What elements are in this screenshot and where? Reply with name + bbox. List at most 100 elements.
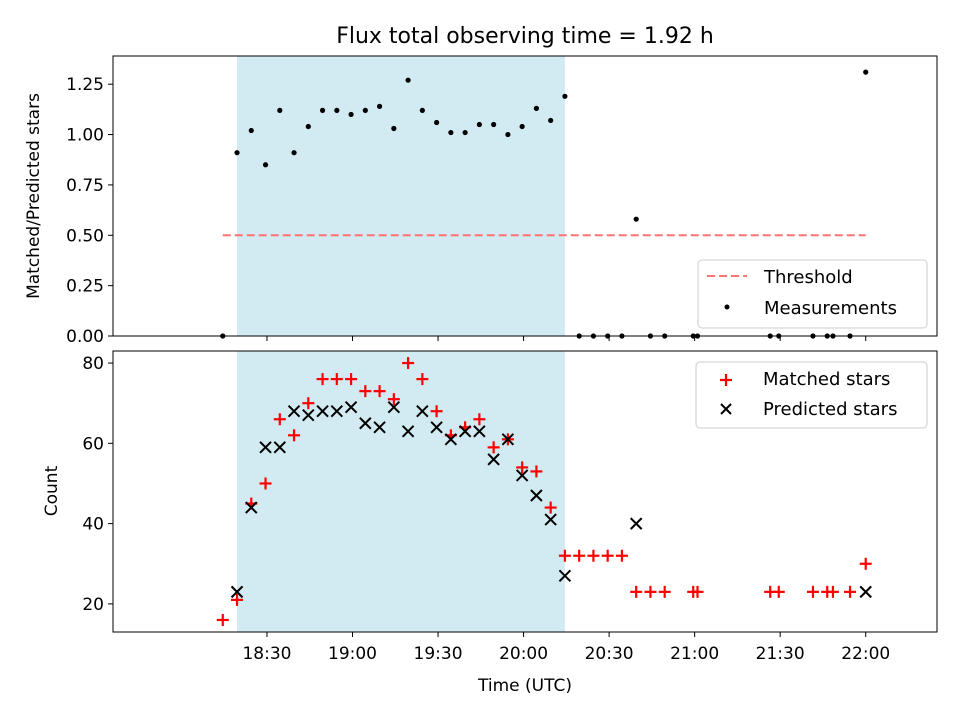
predicted-star-point <box>430 421 443 434</box>
legend-measurements-label: Measurements <box>764 298 897 319</box>
bottom-observing-span <box>237 351 565 632</box>
matched-star-point <box>630 585 643 598</box>
bottom-y-tick-label: 40 <box>82 515 104 535</box>
predicted-star-point <box>473 425 486 438</box>
matched-star-point <box>516 461 529 474</box>
predicted-star-point <box>373 421 386 434</box>
measurement-point <box>248 127 254 134</box>
measurement-point <box>348 111 354 118</box>
measurement-point <box>505 131 511 138</box>
measurement-point <box>519 123 525 130</box>
x-tick-label: 22:00 <box>841 644 890 664</box>
measurement-point <box>277 107 283 113</box>
top-y-tick-label: 0.00 <box>66 327 104 347</box>
legend-predicted-swatch <box>720 403 732 415</box>
matched-star-point <box>259 477 272 490</box>
bottom-panel: 20 40 60 80 18:30 19:00 19:30 20:00 20:30 21:00 2… <box>42 350 938 696</box>
predicted-star-point <box>458 425 472 438</box>
top-observing-span <box>237 56 565 336</box>
top-y-tick-label: 1.25 <box>66 75 104 95</box>
measurement-point <box>476 121 482 128</box>
measurement-point <box>562 93 568 99</box>
bottom-x-axis: 18:30 19:00 19:30 20:00 20:30 21:00 21:30 22:00 <box>242 632 890 664</box>
matched-star-point <box>601 549 614 562</box>
matched-star-point <box>416 373 429 386</box>
x-tick-label: 20:30 <box>585 644 634 664</box>
matched-star-point <box>359 385 372 398</box>
top-y-tick-label: 0.25 <box>66 277 104 297</box>
matched-star-point <box>231 593 244 606</box>
matched-star-point <box>430 405 443 418</box>
matched-star-point <box>615 549 628 562</box>
predicted-star-point <box>387 400 401 414</box>
predicted-star-point <box>487 453 500 466</box>
predicted-star-point <box>344 400 358 414</box>
measurement-point <box>419 107 425 113</box>
predicted-star-point <box>629 517 643 530</box>
x-tick-label: 19:00 <box>328 644 377 664</box>
top-legend: Threshold Measurements <box>697 259 928 329</box>
matched-star-point <box>644 585 657 598</box>
top-axes-frame <box>112 55 938 337</box>
matched-star-point <box>658 585 671 598</box>
bottom-y-tick-label: 20 <box>82 595 104 615</box>
matched-star-point <box>558 549 571 562</box>
x-tick-label: 21:30 <box>756 644 805 664</box>
predicted-star-point <box>359 417 372 430</box>
x-tick-label: 18:30 <box>242 644 291 664</box>
predicted-star-point <box>330 405 344 418</box>
matched-star-point <box>844 585 857 598</box>
predicted-star-point <box>530 489 543 502</box>
predicted-star-point <box>273 441 287 454</box>
top-y-tick-label: 1.00 <box>66 126 104 146</box>
predicted-star-point <box>444 433 458 446</box>
matched-star-point <box>530 465 543 478</box>
measurement-point <box>362 107 368 113</box>
measurement-point <box>533 105 540 111</box>
measurement-point <box>405 77 411 83</box>
matched-star-point <box>573 549 586 562</box>
measurement-point <box>234 150 240 156</box>
matched-star-point <box>345 373 358 386</box>
measurement-points <box>220 69 869 339</box>
measurement-point <box>633 216 639 222</box>
matched-star-point <box>387 393 400 406</box>
matched-star-point <box>473 413 486 426</box>
predicted-star-point <box>558 569 572 583</box>
measurement-point <box>319 107 326 113</box>
matched-star-point <box>859 557 872 570</box>
bottom-y-axis-label: Count <box>42 465 62 516</box>
matched-star-point <box>806 585 819 598</box>
legend-predicted-label: Predicted stars <box>763 399 897 420</box>
top-x-axis <box>266 336 867 341</box>
count-points <box>216 357 872 626</box>
top-panel: 0.00 0.25 0.50 0.75 1.00 1.25 Matched/Predict… <box>24 55 938 347</box>
measurement-point <box>334 107 340 113</box>
matched-star-point <box>302 397 315 410</box>
predicted-star-point <box>416 405 429 418</box>
matched-star-point <box>826 585 839 598</box>
measurement-point <box>376 103 383 109</box>
matched-star-point <box>691 585 704 598</box>
measurement-point <box>863 69 869 75</box>
matched-star-point <box>544 501 557 514</box>
x-tick-label: 21:00 <box>670 644 719 664</box>
matched-star-point <box>288 429 301 442</box>
legend-threshold-label: Threshold <box>763 267 853 288</box>
x-axis-label: Time (UTC) <box>477 676 572 696</box>
legend-measurements-swatch <box>724 304 730 310</box>
predicted-star-point <box>501 433 515 446</box>
top-y-axis-label: Matched/Predicted stars <box>24 93 44 299</box>
legend-matched-swatch <box>720 374 732 386</box>
predicted-star-point <box>515 469 529 482</box>
measurement-point <box>491 121 497 128</box>
matched-star-point <box>316 373 329 386</box>
predicted-star-point <box>259 441 272 454</box>
top-y-tick-label: 0.50 <box>66 226 104 246</box>
chart-title: Flux total observing time = 1.92 h <box>336 24 714 49</box>
predicted-star-point <box>859 585 872 599</box>
matched-star-point <box>487 441 500 454</box>
bottom-y-tick-label: 60 <box>82 434 104 454</box>
measurement-point <box>434 119 440 126</box>
